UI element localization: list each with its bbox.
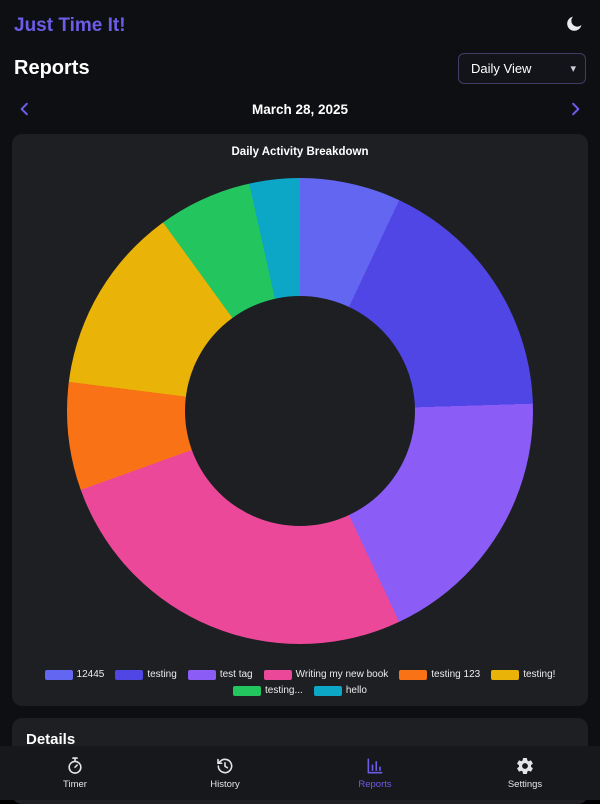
tab-settings[interactable]: Settings [450, 756, 600, 790]
app-header: Just Time It! [0, 0, 600, 41]
legend-item[interactable]: test tag [187, 669, 253, 680]
dark-mode-toggle[interactable] [562, 12, 586, 39]
chevron-left-icon [20, 102, 28, 116]
tab-timer[interactable]: Timer [0, 756, 150, 790]
view-selector[interactable]: Daily View [458, 53, 586, 84]
tab-label: History [210, 779, 240, 790]
tab-history[interactable]: History [150, 756, 300, 790]
tab-label: Settings [507, 779, 543, 790]
legend-swatch [233, 685, 262, 696]
chart-legend: 12445 testing test tag Writing my new book t… [22, 669, 578, 696]
stopwatch-icon [65, 756, 85, 776]
app-title: Just Time It! [14, 14, 126, 36]
legend-swatch [491, 669, 520, 680]
legend-item[interactable]: 12445 [44, 669, 105, 680]
legend-item[interactable]: testing 123 [399, 669, 480, 680]
legend-swatch [263, 669, 292, 680]
date-label: March 28, 2025 [251, 101, 349, 117]
legend-row: 12445 testing test tag Writing my new book t… [22, 669, 578, 680]
chart-title: Daily Activity Breakdown [231, 146, 369, 158]
legend-item[interactable]: hello [313, 685, 367, 696]
bar-chart-icon [365, 756, 385, 776]
legend-item[interactable]: testing [115, 669, 177, 680]
donut-chart-area [22, 158, 578, 663]
tab-label: Reports [358, 779, 392, 790]
legend-swatch [187, 669, 216, 680]
legend-label: 12445 [76, 669, 105, 680]
prev-date-button[interactable] [16, 100, 34, 118]
donut-hole [185, 295, 415, 526]
tab-reports[interactable]: Reports [300, 756, 450, 790]
legend-label: hello [345, 685, 367, 696]
legend-swatch [115, 669, 144, 680]
legend-label: testing! [523, 669, 556, 680]
legend-label: testing... [265, 685, 303, 696]
gear-icon [515, 756, 535, 776]
page-title: Reports [14, 57, 90, 79]
chart-card: Daily Activity Breakdown 12445 testing tes… [12, 134, 588, 706]
view-selector-wrap: Daily View ▾ [458, 53, 586, 84]
legend-item[interactable]: Writing my new book [263, 669, 389, 680]
date-navigation: March 28, 2025 [0, 90, 600, 124]
legend-item[interactable]: testing! [491, 669, 555, 680]
next-date-button[interactable] [566, 100, 584, 118]
legend-label: Writing my new book [295, 669, 389, 680]
donut-chart[interactable] [67, 177, 533, 644]
tab-label: Timer [63, 779, 87, 790]
legend-item[interactable]: testing... [233, 685, 303, 696]
legend-swatch [44, 669, 73, 680]
moon-icon [564, 14, 584, 37]
legend-label: testing 123 [431, 669, 481, 680]
legend-label: testing [147, 669, 177, 680]
details-title: Details [26, 731, 76, 748]
legend-row: testing... hello [22, 685, 578, 696]
chevron-right-icon [572, 102, 580, 116]
tab-bar: Timer History Reports Settings [0, 746, 600, 800]
history-icon [215, 756, 235, 776]
legend-swatch [399, 669, 428, 680]
legend-swatch [313, 685, 342, 696]
page-header-row: Reports Daily View ▾ [0, 41, 600, 90]
legend-label: test tag [219, 669, 253, 680]
